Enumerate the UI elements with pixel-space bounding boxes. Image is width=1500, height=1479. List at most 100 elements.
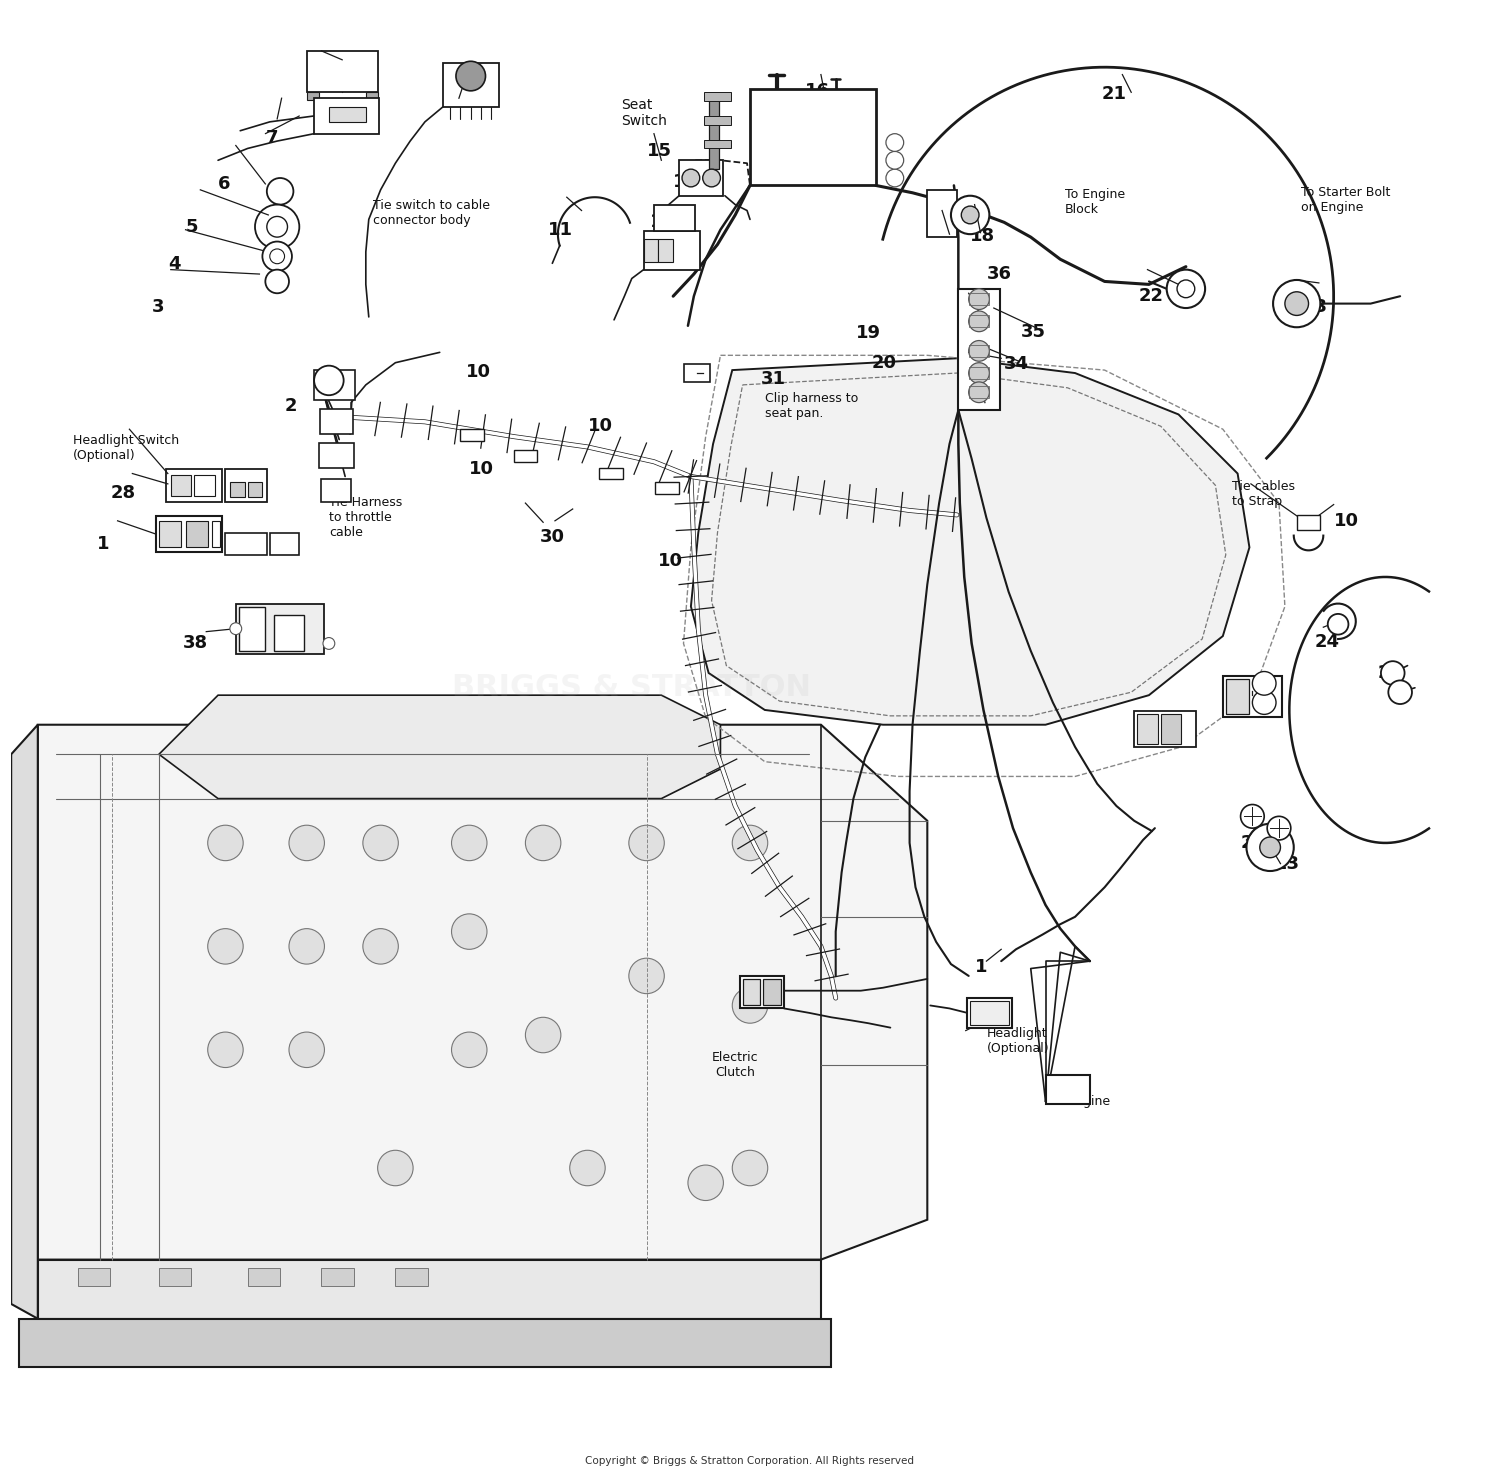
Text: 10: 10	[588, 417, 612, 435]
Bar	[314, 370, 356, 399]
Bar	[708, 118, 718, 145]
Bar	[159, 1269, 192, 1287]
Circle shape	[1252, 671, 1276, 695]
Text: Electric
Clutch: Electric Clutch	[712, 1050, 759, 1078]
Circle shape	[207, 825, 243, 861]
Bar	[658, 238, 674, 262]
Circle shape	[886, 133, 903, 151]
Bar	[270, 532, 300, 555]
Text: 10: 10	[1334, 512, 1359, 529]
Circle shape	[267, 177, 294, 204]
Bar	[708, 142, 718, 169]
Bar	[644, 231, 700, 269]
Bar	[1046, 1075, 1090, 1105]
Bar	[442, 62, 500, 106]
Bar	[195, 475, 214, 495]
Bar	[968, 998, 1011, 1028]
Text: 27: 27	[1138, 732, 1164, 750]
Bar	[927, 189, 957, 237]
Text: 19: 19	[856, 324, 882, 342]
Bar	[969, 386, 990, 398]
Bar	[248, 482, 262, 497]
Bar	[320, 408, 352, 433]
Circle shape	[266, 269, 290, 293]
Circle shape	[570, 1151, 604, 1186]
Circle shape	[732, 825, 768, 861]
Circle shape	[969, 311, 990, 331]
Polygon shape	[38, 725, 927, 1260]
Bar	[958, 288, 999, 410]
Text: 2: 2	[285, 396, 297, 414]
Text: To Starter Bolt
on Engine: To Starter Bolt on Engine	[1300, 186, 1390, 214]
Circle shape	[452, 1032, 488, 1068]
Circle shape	[1178, 280, 1196, 297]
Text: 31: 31	[760, 370, 786, 387]
Bar	[314, 98, 380, 133]
Text: 4: 4	[168, 254, 180, 272]
Text: 28: 28	[110, 484, 135, 501]
Circle shape	[1246, 824, 1294, 871]
Polygon shape	[18, 1319, 831, 1368]
Circle shape	[290, 929, 324, 964]
Circle shape	[363, 929, 399, 964]
Bar	[764, 979, 782, 1006]
Bar	[1226, 679, 1250, 714]
Text: 8: 8	[316, 72, 330, 92]
Text: 9: 9	[452, 89, 464, 106]
Text: 5: 5	[186, 217, 198, 235]
Text: 1: 1	[975, 958, 987, 976]
Circle shape	[255, 204, 300, 248]
Circle shape	[378, 1151, 412, 1186]
Bar	[654, 204, 696, 231]
Circle shape	[702, 169, 720, 186]
Circle shape	[1240, 805, 1264, 828]
Circle shape	[456, 61, 486, 90]
Text: 15: 15	[646, 142, 672, 160]
Bar	[225, 469, 267, 501]
Bar	[1137, 714, 1158, 744]
Text: 10: 10	[466, 362, 492, 380]
Polygon shape	[692, 358, 1250, 725]
Circle shape	[1260, 837, 1281, 858]
Circle shape	[1286, 291, 1308, 315]
Circle shape	[267, 216, 288, 237]
Text: 16: 16	[804, 81, 830, 99]
Text: 13: 13	[650, 213, 675, 231]
Bar	[750, 89, 876, 185]
Bar	[644, 238, 658, 262]
Bar	[396, 1269, 427, 1287]
Circle shape	[262, 241, 292, 271]
Circle shape	[452, 914, 488, 950]
Bar	[708, 95, 718, 121]
Circle shape	[290, 825, 324, 861]
Text: Tie Harness
to throttle
cable: Tie Harness to throttle cable	[328, 497, 402, 540]
Bar	[969, 367, 990, 379]
Circle shape	[452, 825, 488, 861]
Bar	[186, 521, 207, 547]
Circle shape	[1382, 661, 1404, 685]
Circle shape	[314, 365, 344, 395]
Circle shape	[290, 1032, 324, 1068]
Circle shape	[207, 1032, 243, 1068]
Text: 7: 7	[266, 129, 278, 146]
Bar	[306, 50, 378, 92]
Text: Seat
Switch: Seat Switch	[621, 98, 668, 129]
Text: Tie cables
to Strap: Tie cables to Strap	[1232, 481, 1294, 509]
Text: Clip harness to
seat pan.: Clip harness to seat pan.	[765, 392, 858, 420]
Text: 17: 17	[940, 207, 966, 225]
Bar	[274, 615, 304, 651]
Circle shape	[969, 288, 990, 309]
Circle shape	[951, 195, 990, 234]
Bar	[460, 429, 484, 441]
Circle shape	[628, 825, 664, 861]
Text: 18: 18	[970, 226, 996, 244]
Text: 29: 29	[1240, 834, 1266, 852]
Bar	[366, 92, 378, 99]
Bar	[211, 521, 219, 547]
Text: 11: 11	[548, 220, 573, 238]
Polygon shape	[38, 1260, 820, 1319]
Text: Tie switch to cable
connector body: Tie switch to cable connector body	[374, 200, 490, 228]
Bar	[740, 976, 784, 1009]
Text: 35: 35	[1020, 322, 1046, 340]
Bar	[1134, 711, 1196, 747]
